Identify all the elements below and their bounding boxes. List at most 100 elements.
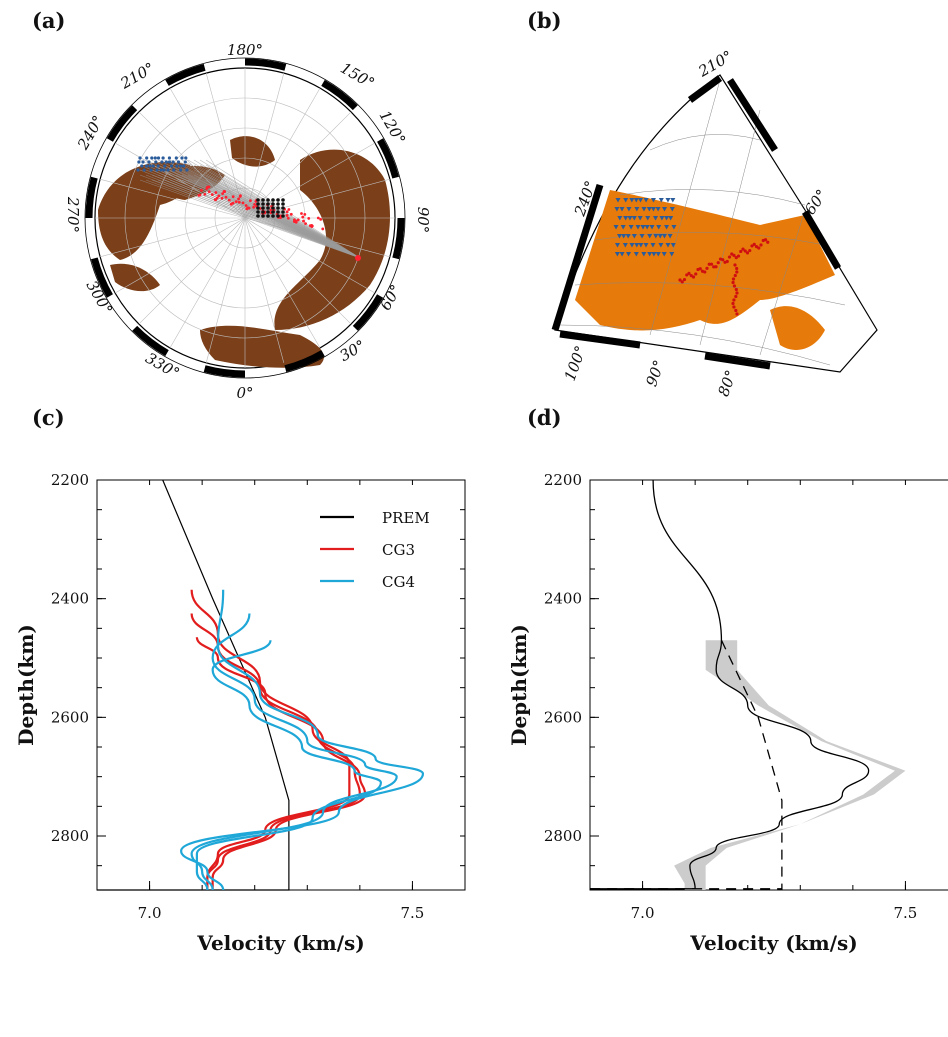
map-b-frame-tick [559, 330, 641, 349]
map-a-station [185, 168, 189, 172]
map-a-sample-point [230, 202, 233, 206]
map-b-sample-point [757, 246, 761, 250]
x-tick-label: 7.5 [400, 904, 424, 922]
map-b-station [614, 207, 620, 212]
map-a-station [178, 164, 183, 168]
map-b-station [619, 252, 625, 257]
map-b-frame-tick [801, 210, 842, 270]
y-axis-title: Depth(km) [507, 624, 531, 746]
map-a-longitude-label: 30° [336, 336, 368, 365]
map-b-sample-point [763, 238, 768, 242]
map-a-event [261, 214, 265, 218]
map-a-station [147, 160, 151, 164]
map-b-station [615, 198, 621, 203]
y-tick-label: 2400 [51, 590, 89, 608]
map-a-sample-point [241, 201, 245, 205]
map-a-ray [199, 179, 361, 259]
map-a-station [163, 164, 167, 168]
map-a-event [266, 202, 270, 206]
x-tick-label: 7.5 [893, 904, 917, 922]
map-a-sample-point [296, 218, 300, 222]
map-a-frame-tick [106, 105, 138, 142]
map-b-sample-point [733, 263, 737, 267]
map-a-station [148, 164, 152, 168]
map-a-sample-point [220, 196, 224, 200]
map-b-station [647, 252, 653, 257]
map-b-sample-point [743, 249, 747, 253]
map-a-meridian [114, 217, 246, 294]
map-b-sample-point [707, 262, 711, 266]
map-b-station [667, 234, 673, 239]
map-b-gridline [574, 282, 846, 306]
y-tick-label: 2600 [544, 708, 582, 726]
map-a-meridian [244, 217, 321, 349]
map-a-event [271, 214, 275, 218]
map-a-station [145, 164, 149, 168]
map-a-event [281, 202, 285, 206]
x-axis-title: Velocity (km/s) [196, 931, 364, 955]
map-a-sample-point [285, 210, 289, 214]
map-b-sample-point [705, 266, 709, 270]
map-b-station [623, 198, 629, 203]
map-a-meridian [244, 217, 352, 325]
x-axis-title: Velocity (km/s) [689, 931, 857, 955]
map-a-sample-point [205, 187, 209, 190]
polar-map: 180°150°120°90°60°30°0°330°300°270°240°2… [64, 41, 432, 402]
map-a-ray [169, 179, 361, 259]
y-tick-label: 2600 [51, 708, 89, 726]
map-b-station [631, 234, 637, 239]
map-a-event [266, 198, 270, 202]
uncertainty-band [674, 640, 906, 890]
map-a-sample-point [303, 212, 307, 216]
map-a-longitude-label: 150° [337, 59, 377, 93]
map-a-sample-point [304, 222, 307, 226]
map-a-sample-point [223, 190, 227, 193]
x-tick-label: 7.0 [138, 904, 162, 922]
map-a-frame-tick [244, 58, 287, 71]
map-a-sample-point [246, 206, 250, 210]
map-a-sample-point [285, 214, 289, 217]
map-b-station [619, 207, 625, 212]
map-b-station [643, 198, 649, 203]
velocity-chart-d: 2200 2400 2600 2800 7.0 7.5 Velocity (km/s) Dep… [507, 471, 948, 955]
map-b-station [670, 198, 676, 203]
map-a-land [230, 136, 275, 167]
map-b-station [644, 225, 650, 230]
map-b-station [621, 234, 627, 239]
map-b-sample-point [727, 255, 732, 259]
map-b-station [627, 216, 633, 221]
map-b-sample-point [732, 253, 736, 257]
map-a-event [276, 210, 280, 214]
map-b-sample-point [732, 284, 737, 288]
map-a-sample-point [234, 200, 238, 204]
map-b-station [623, 216, 629, 221]
map-a-station [154, 160, 158, 164]
map-a-event [271, 198, 275, 202]
map-a-sample-point [244, 204, 248, 207]
map-a-station [182, 164, 186, 168]
map-a-event [256, 198, 260, 202]
map-a-event [261, 202, 265, 206]
map-a-longitude-label: 240° [73, 112, 107, 153]
map-a-station [149, 168, 153, 172]
map-a-ray [181, 179, 361, 259]
map-a-event [266, 214, 270, 218]
map-a-meridian [138, 217, 246, 325]
map-b-sample-point [741, 247, 745, 251]
map-a-sample-point [217, 194, 221, 198]
map-a-meridian [244, 217, 376, 294]
map-b-sample-point [680, 280, 684, 284]
map-b-station [647, 234, 653, 239]
map-a-station [142, 168, 146, 172]
map-b-station [637, 198, 643, 203]
map-a-longitude-label: 0° [236, 384, 253, 402]
map-a-sample-point [289, 212, 293, 216]
map-a-event [276, 202, 280, 206]
map-b-station [637, 216, 643, 221]
map-b-station [633, 198, 639, 203]
map-b-station [651, 252, 657, 257]
map-a-event [266, 206, 270, 210]
map-b-sample-point [735, 312, 739, 316]
map-a-sample-point [307, 217, 311, 220]
reference-line-dashed [590, 639, 783, 890]
